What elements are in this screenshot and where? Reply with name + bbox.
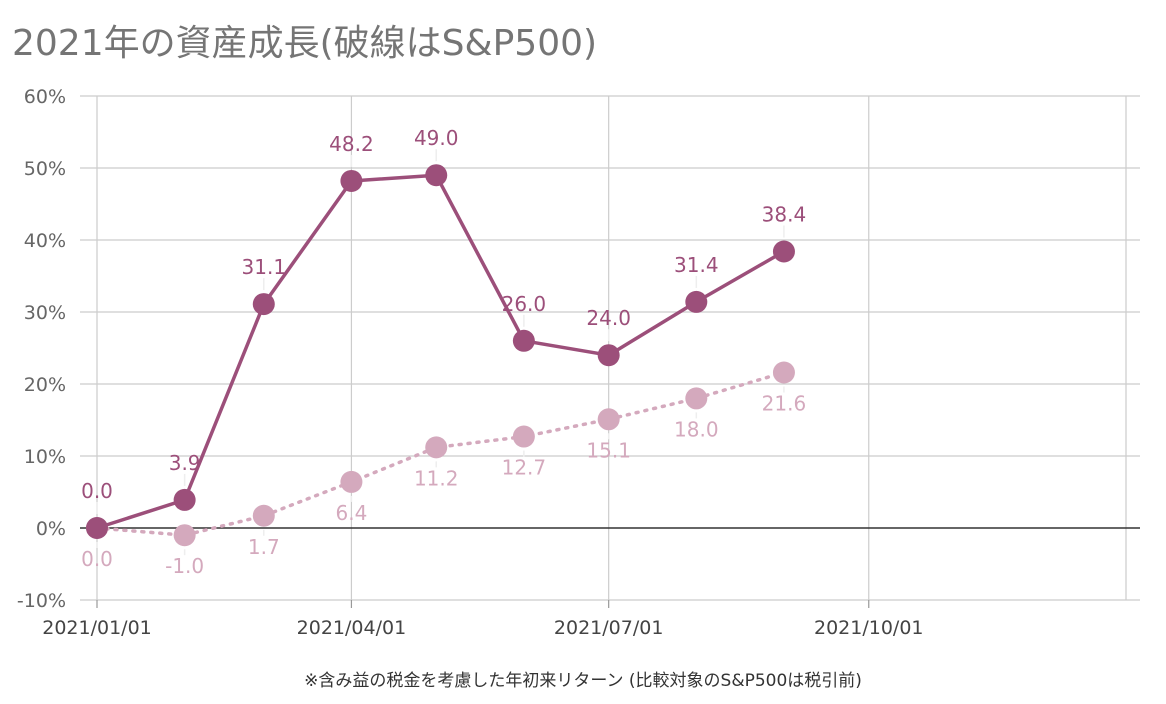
x-tick-label: 2021/07/01: [554, 617, 664, 639]
y-tick-label: 60%: [24, 86, 66, 108]
portfolio-data-point: [597, 344, 620, 367]
sp500-data-point: [597, 408, 620, 431]
y-tick-label: -10%: [17, 590, 66, 612]
sp500-data-label: 12.7: [502, 456, 547, 480]
portfolio-data-label: 3.9: [169, 451, 201, 475]
portfolio-data-label: 38.4: [762, 203, 807, 227]
portfolio-data-label: 31.1: [242, 255, 287, 279]
sp500-data-label: 6.4: [336, 501, 368, 525]
sp500-data-point: [772, 361, 795, 384]
y-tick-label: 50%: [24, 158, 66, 180]
portfolio-data-point: [512, 329, 535, 352]
chart-title: 2021年の資産成長(破線はS&P500): [12, 23, 598, 64]
portfolio-data-label: 0.0: [81, 479, 113, 503]
portfolio-data-label: 49.0: [414, 126, 459, 150]
portfolio-data-point: [772, 240, 795, 263]
y-tick-label: 20%: [24, 374, 66, 396]
sp500-data-point: [425, 436, 448, 459]
sp500-data-point: [340, 470, 363, 493]
y-tick-label: 10%: [24, 446, 66, 468]
portfolio-data-point: [173, 488, 196, 511]
portfolio-data-point: [86, 517, 108, 539]
portfolio-data-point: [252, 293, 275, 316]
portfolio-data-point: [425, 164, 448, 187]
x-tick-label: 2021/10/01: [814, 617, 924, 639]
y-tick-label: 30%: [24, 302, 66, 324]
series-layer: [86, 164, 795, 547]
sp500-data-label: 1.7: [248, 535, 280, 559]
sp500-data-label: -1.0: [165, 554, 204, 578]
chart-caption: ※含み益の税金を考慮した年初来リターン (比較対象のS&P500は税引前): [304, 671, 862, 691]
x-tick-label: 2021/04/01: [297, 617, 407, 639]
sp500-data-point: [173, 524, 196, 547]
y-tick-label: 0%: [36, 518, 66, 540]
label-layer: 0.0 -1.0 1.7 6.4 11.2 12.7 15.1 18.0 21.6 0.0 3.9 3…: [81, 126, 806, 578]
portfolio-data-label: 24.0: [586, 306, 631, 330]
portfolio-data-label: 26.0: [502, 292, 547, 316]
sp500-data-point: [512, 425, 535, 448]
sp500-data-label: 15.1: [586, 438, 631, 462]
sp500-data-label: 21.6: [762, 391, 807, 415]
axis-layer: -10% 0% 10% 20% 30% 40% 50% 60% 2021/01/01 2021/0…: [17, 86, 1140, 639]
portfolio-data-point: [685, 290, 708, 313]
sp500-data-point: [252, 504, 275, 527]
sp500-data-label: 18.0: [674, 417, 719, 441]
portfolio-data-label: 31.4: [674, 253, 719, 277]
sp500-data-label: 11.2: [414, 466, 459, 490]
y-tick-label: 40%: [24, 230, 66, 252]
sp500-data-label: 0.0: [81, 547, 113, 571]
x-tick-label: 2021/01/01: [42, 617, 152, 639]
portfolio-data-point: [340, 169, 363, 192]
sp500-data-point: [685, 387, 708, 410]
portfolio-data-label: 48.2: [329, 132, 374, 156]
